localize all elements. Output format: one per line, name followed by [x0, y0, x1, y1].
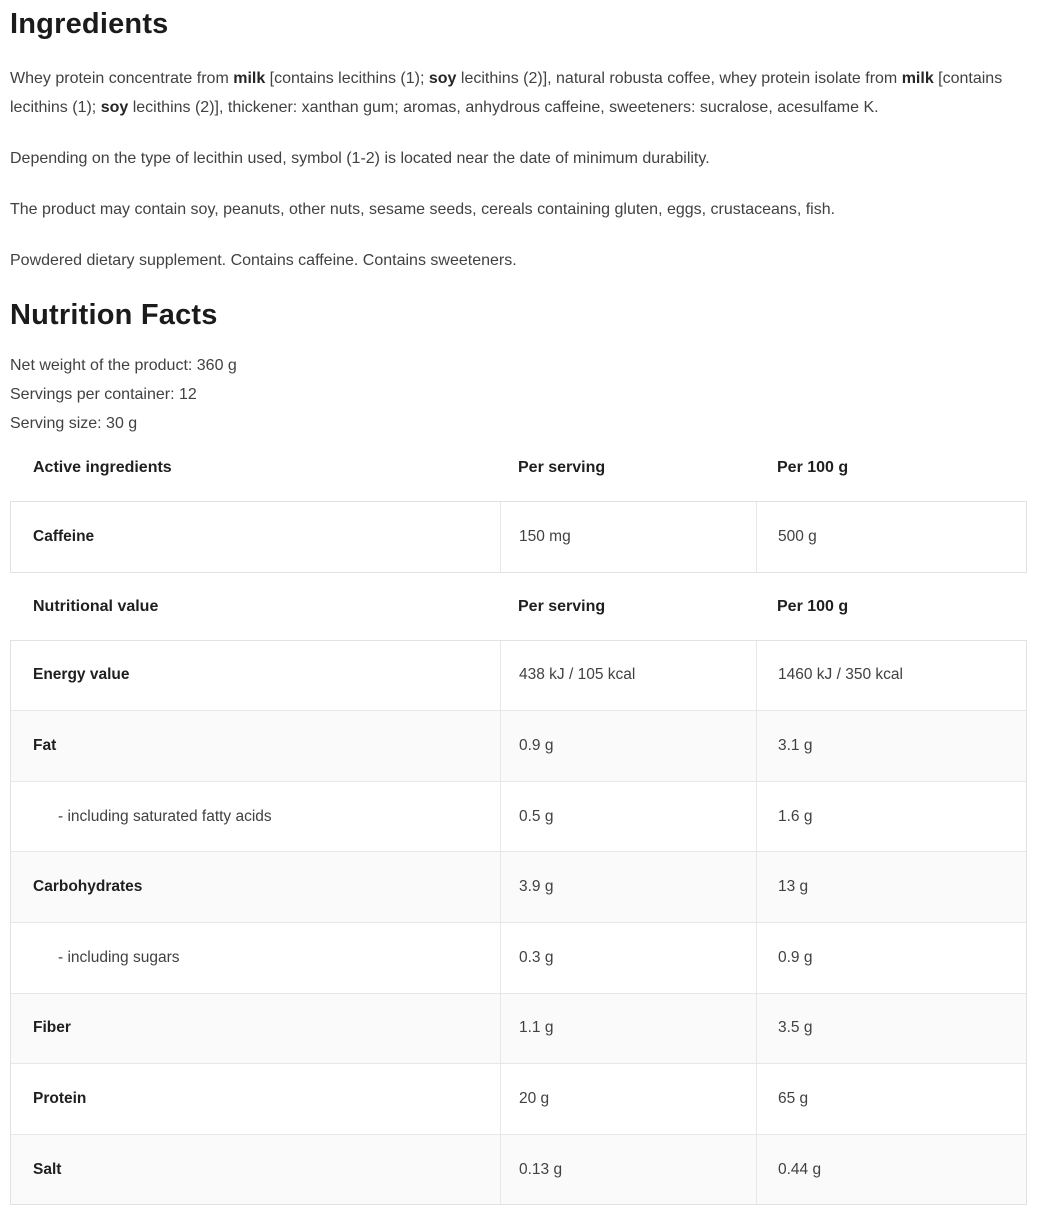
per-serving-value: 3.9 g: [500, 852, 756, 922]
table-row: Fat 0.9 g 3.1 g: [11, 710, 1026, 781]
text-segment: [contains lecithins (1);: [265, 70, 429, 87]
row-label: - including saturated fatty acids: [58, 807, 272, 825]
per-serving-value: 438 kJ / 105 kcal: [500, 640, 756, 711]
per-100g-value: 500 g: [756, 502, 1026, 572]
per-serving-value: 150 mg: [500, 502, 756, 572]
ingredients-section: Ingredients Whey protein concentrate fro…: [10, 6, 1029, 275]
table-row: Caffeine 150 mg 500 g: [11, 502, 1026, 572]
serving-size-line: Serving size: 30 g: [10, 415, 138, 432]
per-serving-value: 1.1 g: [500, 993, 756, 1064]
nutritional-value-table-header: Nutritional value Per serving Per 100 g: [10, 589, 1029, 625]
text-segment: milk: [901, 70, 934, 87]
per-100g-value: 1460 kJ / 350 kcal: [756, 640, 1026, 711]
table-row: Protein 20 g 65 g: [11, 1063, 1026, 1134]
column-header-active-ingredients: Active ingredients: [33, 459, 172, 476]
nutrition-facts-title: Nutrition Facts: [10, 299, 218, 331]
per-100g-value: 65 g: [756, 1064, 1026, 1134]
column-header-per-100g: Per 100 g: [777, 459, 849, 476]
row-label: Caffeine: [33, 527, 95, 545]
row-label: Protein: [33, 1089, 87, 1107]
per-100g-value: 0.44 g: [756, 1134, 1026, 1205]
text-segment: lecithins (2)], thickener: xanthan gum; …: [128, 99, 879, 116]
per-serving-value: 0.5 g: [500, 781, 756, 852]
text-segment: soy: [100, 99, 129, 116]
net-weight-line: Net weight of the product: 360 g: [10, 357, 237, 374]
active-ingredients-table: Caffeine 150 mg 500 g: [10, 501, 1027, 573]
table-row: Carbohydrates 3.9 g 13 g: [11, 851, 1026, 922]
per-serving-value: 0.13 g: [500, 1134, 756, 1205]
row-label: Carbohydrates: [33, 878, 143, 896]
text-segment: [contains lecithins (1);: [10, 70, 1003, 116]
active-ingredients-table-header: Active ingredients Per serving Per 100 g: [10, 450, 1029, 486]
column-header-per-100g: Per 100 g: [777, 597, 849, 615]
nutrition-facts-section: Nutrition Facts Net weight of the produc…: [10, 297, 1029, 1206]
table-row: Energy value 438 kJ / 105 kcal 1460 kJ / 3…: [11, 640, 1026, 711]
text-segment: lecithins (2)], natural robusta coffee, …: [456, 70, 902, 87]
lecithin-note-paragraph: Depending on the type of lecithin used, …: [10, 150, 710, 167]
row-label: Salt: [33, 1160, 62, 1178]
table-row: - including saturated fatty acids 0.5 g 1.…: [11, 780, 1026, 852]
row-label: Fiber: [33, 1019, 71, 1037]
ingredients-composition-paragraph: Whey protein concentrate from milk [cont…: [10, 64, 1029, 122]
supplement-note-paragraph: Powdered dietary supplement. Contains ca…: [10, 252, 517, 269]
column-header-per-serving: Per serving: [518, 459, 606, 476]
row-label: Energy value: [33, 666, 130, 684]
table-row: Fiber 1.1 g 3.5 g: [11, 992, 1026, 1064]
per-100g-value: 3.1 g: [756, 711, 1026, 781]
table-row: - including sugars 0.3 g 0.9 g: [11, 921, 1026, 993]
per-serving-value: 20 g: [500, 1064, 756, 1134]
allergen-note-paragraph: The product may contain soy, peanuts, ot…: [10, 201, 836, 218]
column-header-per-serving: Per serving: [518, 597, 606, 615]
ingredients-title: Ingredients: [10, 8, 169, 40]
text-segment: soy: [428, 70, 457, 87]
serving-info: Net weight of the product: 360 g Serving…: [10, 351, 1029, 438]
servings-per-container-line: Servings per container: 12: [10, 386, 197, 403]
text-segment: milk: [233, 70, 266, 87]
per-100g-value: 13 g: [756, 852, 1026, 922]
per-serving-value: 0.3 g: [500, 922, 756, 993]
row-label: - including sugars: [58, 948, 180, 966]
row-label: Fat: [33, 736, 57, 754]
column-header-nutritional-value: Nutritional value: [33, 597, 159, 615]
per-100g-value: 0.9 g: [756, 922, 1026, 993]
nutritional-value-table: Energy value 438 kJ / 105 kcal 1460 kJ / 3…: [10, 639, 1027, 1206]
table-row: Salt 0.13 g 0.44 g: [11, 1133, 1026, 1205]
per-100g-value: 1.6 g: [756, 781, 1026, 852]
per-serving-value: 0.9 g: [500, 711, 756, 781]
per-100g-value: 3.5 g: [756, 993, 1026, 1064]
text-segment: Whey protein concentrate from: [10, 70, 234, 87]
